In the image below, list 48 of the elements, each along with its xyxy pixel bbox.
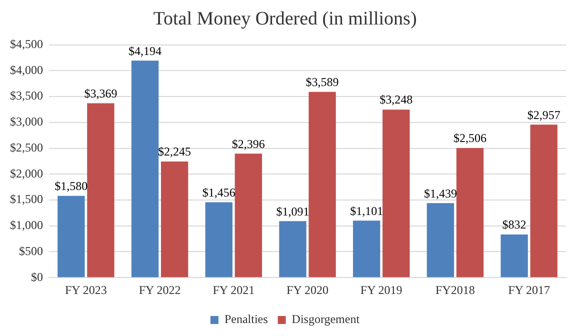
y-tick-label: $4,000 [10,62,43,77]
bar [205,202,232,278]
y-tick-label: $0 [31,270,43,284]
bar [530,124,558,278]
data-label: $2,396 [232,136,265,151]
data-label: $1,580 [54,179,88,194]
data-label: $1,091 [276,204,310,218]
legend-label: Penalties [224,312,268,326]
x-tick-label: FY2018 [436,282,475,297]
data-label: $1,456 [202,185,236,200]
y-tick-label: $2,500 [10,140,43,154]
x-tick-label: FY 2021 [212,282,255,297]
data-label: $3,589 [306,75,339,90]
x-tick-label: FY 2019 [360,282,402,297]
legend-label: Disgorgement [292,312,360,326]
bar [58,196,85,278]
x-tick-label: FY 2022 [138,282,181,297]
bar [308,92,336,278]
x-tick-label: FY 2020 [286,282,328,297]
bar [87,103,114,278]
bar [279,221,306,278]
data-label: $1,101 [350,204,384,218]
bar [160,161,188,278]
y-tick-label: $2,000 [10,166,43,180]
y-tick-label: $1,000 [10,218,43,232]
bar [352,220,380,278]
y-tick-label: $3,000 [10,114,43,129]
y-tick-label: $1,500 [10,192,43,206]
x-tick-label: FY 2023 [64,282,107,297]
data-label: $2,245 [158,144,192,159]
bar [234,154,262,278]
bar [131,60,159,278]
data-label: $3,248 [380,92,413,107]
chart-title: Total Money Ordered (in millions) [153,8,417,30]
data-label: $3,369 [84,86,118,100]
bar [456,148,484,278]
x-tick-label: FY 2017 [508,282,550,297]
data-label: $2,506 [453,131,486,146]
y-tick-label: $4,500 [10,36,43,51]
data-label: $2,957 [527,108,560,122]
data-label: $1,439 [424,186,457,200]
bar [500,234,528,278]
bar [426,203,454,278]
y-tick-label: $500 [19,244,43,258]
data-label: $832 [502,218,526,232]
y-tick-label: $3,500 [10,88,43,103]
data-label: $4,194 [128,44,162,58]
bar [382,110,410,278]
